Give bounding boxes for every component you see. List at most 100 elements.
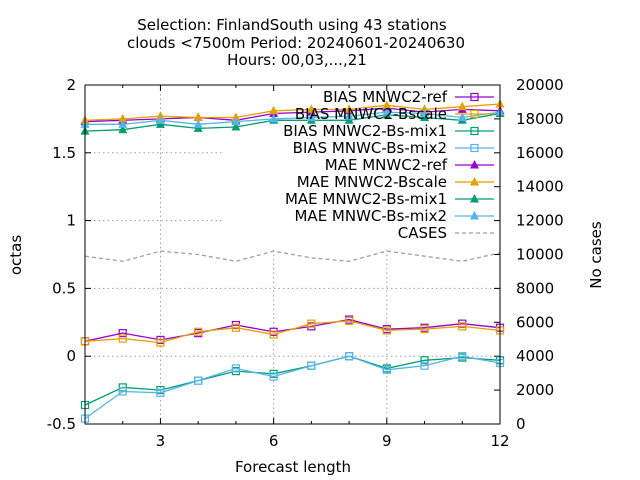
y2-axis-label: No cases	[587, 221, 605, 289]
data-point	[118, 387, 127, 396]
data-point	[306, 112, 316, 122]
data-point	[194, 327, 203, 336]
data-point	[458, 322, 467, 331]
data-point	[420, 356, 429, 365]
x-axis-label: Forecast length	[235, 458, 351, 476]
plot-frame	[84, 84, 501, 425]
data-point	[457, 101, 467, 111]
legend-label: MAE MNWC-Bs-mix2	[294, 207, 447, 225]
data-point	[344, 352, 354, 361]
data-point	[118, 124, 128, 134]
legend-label: BIAS MNWC2-Bscale	[295, 105, 447, 123]
y-tick-label: 1	[66, 212, 76, 230]
legend-label: BIAS MNWC-Bs-mix2	[293, 139, 447, 157]
data-point	[231, 116, 241, 126]
data-point	[307, 361, 316, 370]
data-point	[420, 361, 429, 370]
x-tick-label: 9	[382, 432, 392, 450]
legend-label: BIAS MNWC2-Bs-mix1	[283, 122, 447, 140]
series-line	[84, 355, 501, 420]
data-point	[269, 113, 279, 123]
data-point	[118, 329, 127, 338]
y2-tick-label: 6000	[516, 313, 554, 331]
series-line	[84, 250, 501, 262]
y2-tick-label: 2000	[516, 381, 554, 399]
legend-label: MAE MNWC2-Bscale	[297, 173, 447, 191]
data-point	[231, 364, 241, 373]
data-point	[344, 111, 354, 120]
grid	[85, 85, 500, 424]
axis-ticks: 3 6 9 12 -0.5 0 0.5 1 1.5 2 0 2000 4000 6000 8000 10000…	[47, 76, 564, 450]
legend-marker	[470, 177, 479, 186]
data-point	[193, 112, 203, 122]
legend-label: CASES	[398, 224, 447, 242]
y-tick-label: 0.5	[52, 279, 76, 297]
data-point	[307, 319, 316, 328]
y2-tick-label: 14000	[516, 178, 564, 196]
legend-marker	[470, 126, 479, 136]
y-axis-label: octas	[7, 235, 25, 275]
title-line-2: clouds <7500m Period: 20240601-20240630	[127, 34, 465, 52]
y2-tick-label: 16000	[516, 144, 564, 162]
legend-label: MAE MNWC2-Bs-mix1	[285, 190, 447, 208]
data-point	[118, 119, 128, 128]
y2-tick-label: 10000	[516, 246, 564, 264]
x-tick-label: 3	[156, 432, 166, 450]
series-line	[84, 320, 501, 344]
data-point	[306, 104, 316, 113]
data-point	[457, 112, 467, 122]
series-line	[85, 111, 501, 125]
legend-marker	[470, 143, 479, 153]
y2-tick-label: 8000	[516, 279, 554, 297]
title-line-3: Hours: 00,03,...,21	[227, 51, 367, 69]
data-point	[231, 122, 241, 131]
series-line	[84, 112, 501, 132]
data-point	[344, 104, 354, 113]
data-point	[344, 316, 354, 326]
series-line	[84, 318, 501, 342]
data-point	[231, 323, 241, 332]
data-point	[269, 105, 279, 115]
legend-marker	[470, 92, 479, 102]
legend-marker	[470, 160, 479, 169]
legend-marker	[470, 211, 479, 220]
y2-tick-label: 18000	[516, 110, 564, 128]
legend-label: MAE MNWC2-ref	[325, 156, 448, 174]
y-tick-label: -0.5	[47, 415, 76, 433]
title-line-1: Selection: FinlandSouth using 43 station…	[137, 16, 447, 34]
data-point	[382, 100, 392, 109]
legend-marker	[470, 109, 479, 119]
data-point	[382, 365, 391, 374]
series-line	[84, 355, 501, 406]
chart-title: Selection: FinlandSouth using 43 station…	[127, 16, 465, 69]
data-point	[458, 352, 467, 361]
x-tick-label: 12	[490, 432, 509, 450]
data-point	[269, 372, 278, 381]
data-point	[118, 113, 128, 123]
data-point	[382, 326, 391, 335]
data-point	[156, 388, 165, 397]
series-line	[84, 103, 501, 121]
data-point	[155, 115, 165, 124]
series-line	[84, 107, 501, 123]
x-tick-label: 6	[269, 432, 279, 450]
y-tick-label: 2	[66, 76, 76, 94]
y2-tick-label: 4000	[516, 347, 554, 365]
y-tick-label: 1.5	[52, 144, 76, 162]
data-point	[193, 119, 203, 128]
data-point	[118, 334, 127, 343]
y-tick-label: 0	[66, 347, 76, 365]
y2-tick-label: 12000	[516, 212, 564, 230]
y2-tick-label: 20000	[516, 76, 564, 94]
data-point	[156, 338, 165, 347]
legend-label: BIAS MNWC2-ref	[323, 88, 448, 106]
y2-tick-label: 0	[516, 415, 526, 433]
data-point	[269, 330, 278, 339]
data-point	[194, 376, 203, 385]
data-point	[420, 108, 430, 117]
data-point	[382, 107, 392, 116]
legend-marker	[470, 194, 479, 203]
data-point	[420, 324, 429, 334]
